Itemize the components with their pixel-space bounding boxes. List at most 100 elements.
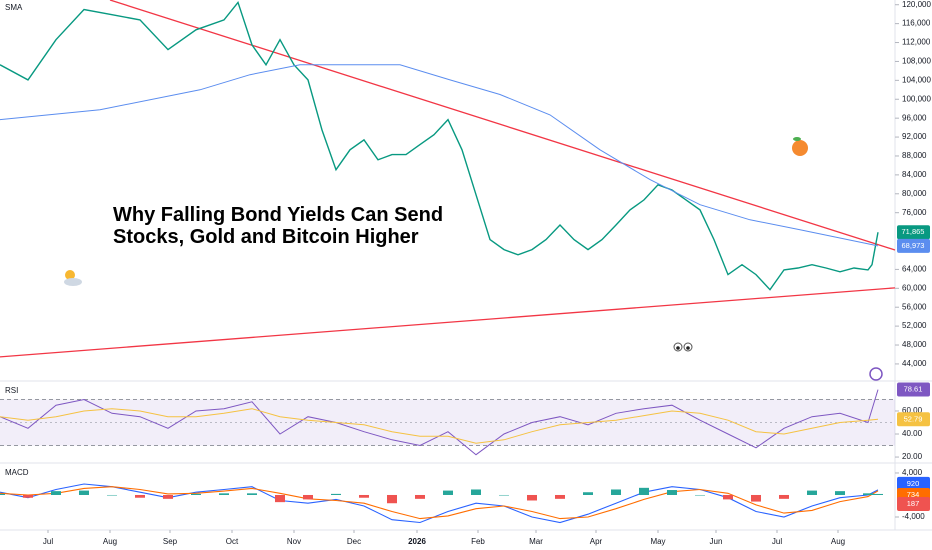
histogram-bar [303, 494, 313, 500]
x-tick-label: Jul [772, 537, 782, 546]
y-tick-label: 104,000 [902, 75, 931, 84]
y-tick-label: 84,000 [902, 170, 927, 179]
x-tick-label: 2026 [408, 537, 426, 546]
y-tick-label: 80,000 [902, 189, 927, 198]
series-line [0, 0, 879, 291]
y-tick-label: 56,000 [902, 302, 927, 311]
histogram-bar [611, 489, 621, 495]
price-badge [897, 238, 930, 253]
histogram-bar [163, 494, 173, 499]
price-badge-label: 734 [907, 490, 920, 499]
y-tick-label: 88,000 [902, 151, 927, 160]
price-badge [897, 382, 930, 397]
x-tick-label: Jul [43, 537, 53, 546]
histogram-bar [415, 494, 425, 499]
price-badge [897, 496, 930, 511]
x-tick-label: Aug [831, 537, 845, 546]
y-tick-label: 112,000 [902, 38, 931, 47]
histogram-bar [135, 494, 145, 498]
y-tick-label: 4,000 [902, 468, 923, 477]
histogram-bar [471, 489, 481, 495]
histogram-bar [807, 490, 817, 495]
price-badge [897, 412, 930, 427]
alert-icon[interactable] [869, 367, 883, 381]
x-tick-label: Aug [103, 537, 117, 546]
histogram-bar [219, 493, 229, 495]
x-tick-label: Mar [529, 537, 543, 546]
x-tick-label: Nov [287, 537, 301, 546]
annotation: Stocks, Gold and Bitcoin Higher [113, 226, 419, 248]
x-tick-label: Jun [710, 537, 723, 546]
pane-title: RSI [5, 386, 18, 395]
series-line [0, 389, 879, 456]
price-badge-label: 78.61 [904, 385, 923, 394]
histogram-bar [51, 491, 61, 495]
histogram-bar [331, 493, 341, 495]
y-tick-label: 60.00 [902, 406, 923, 415]
histogram-bar [695, 494, 705, 496]
price-badge-label: 71,865 [902, 227, 925, 236]
histogram-bar [107, 494, 117, 496]
y-tick-label: 52,000 [902, 321, 927, 330]
y-tick-label: 76,000 [902, 208, 927, 217]
histogram-bar [863, 493, 873, 495]
series-line [0, 408, 879, 444]
y-tick-label: 108,000 [902, 57, 931, 66]
x-tick-label: Oct [226, 537, 239, 546]
y-tick-label: 60,000 [902, 283, 927, 292]
histogram-bar [667, 490, 677, 495]
histogram-bar [835, 491, 845, 495]
histogram-bar [0, 493, 5, 495]
histogram-bar [779, 494, 789, 499]
histogram-bar [247, 493, 257, 495]
annotation: Why Falling Bond Yields Can Send [113, 204, 443, 226]
series-line [0, 64, 879, 247]
y-tick-label: 120,000 [902, 0, 931, 9]
histogram-bar [275, 494, 285, 503]
histogram-bar [527, 494, 537, 501]
price-badge-label: 52.79 [904, 414, 923, 423]
price-badge [897, 225, 930, 240]
y-tick-label: 40.00 [902, 429, 923, 438]
histogram-bar [639, 487, 649, 495]
trendline [0, 287, 896, 358]
histogram-bar [387, 494, 397, 504]
x-tick-label: Sep [163, 537, 178, 546]
x-tick-label: Dec [347, 537, 361, 546]
histogram-bar [359, 494, 369, 498]
y-tick-label: 20.00 [902, 452, 923, 461]
y-tick-label: 64,000 [902, 265, 927, 274]
x-tick-label: May [650, 537, 665, 546]
y-tick-label: 100,000 [902, 94, 931, 103]
eyes-icon [673, 342, 693, 352]
x-tick-label: Apr [590, 537, 603, 546]
y-tick-label: 48,000 [902, 340, 927, 349]
sun-cloud-icon [64, 270, 82, 286]
x-tick-label: Feb [471, 537, 485, 546]
y-tick-label: 92,000 [902, 132, 927, 141]
histogram-bar [723, 494, 733, 500]
macd-line [0, 483, 879, 524]
histogram-bar [751, 494, 761, 502]
histogram-bar [79, 490, 89, 495]
macd-line [0, 486, 879, 520]
y-tick-label: 116,000 [902, 19, 931, 28]
histogram-bar [443, 490, 453, 495]
price-badge-label: 187 [907, 499, 920, 508]
price-badge-label: 68,973 [902, 241, 925, 250]
histogram-bar [23, 494, 33, 498]
histogram-bar [873, 493, 883, 495]
histogram-bar [499, 494, 509, 496]
price-badge-label: 920 [907, 479, 920, 488]
y-tick-label: 44,000 [902, 359, 927, 368]
peach-icon [792, 137, 808, 156]
legend-label: SMA [5, 3, 23, 12]
pane-title: MACD [5, 468, 29, 477]
histogram-bar [583, 492, 593, 495]
price-badge [897, 476, 930, 491]
histogram-bar [191, 493, 201, 495]
trendline [109, 0, 896, 251]
y-tick-label: -4,000 [902, 512, 925, 521]
